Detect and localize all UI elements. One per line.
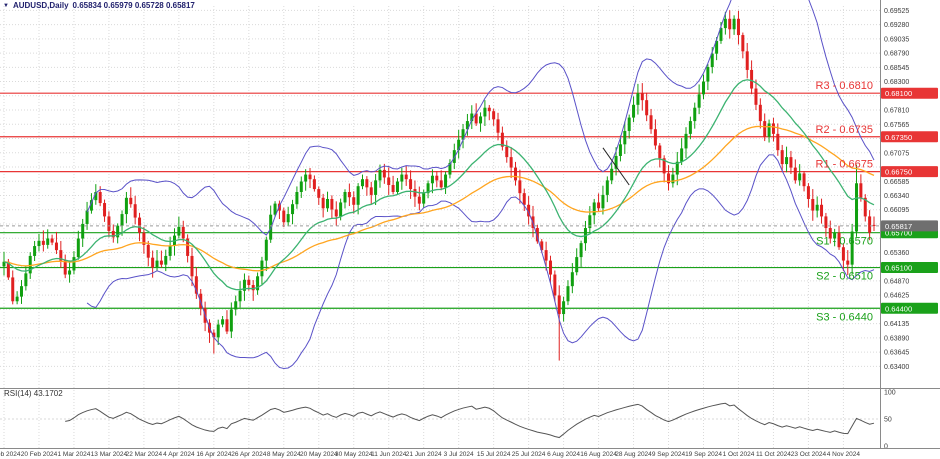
svg-text:S1 - 0.6570: S1 - 0.6570 [816,236,873,248]
support-resistance-lines[interactable] [0,92,880,309]
svg-text:R2 - 0.6735: R2 - 0.6735 [816,124,873,136]
rsi-indicator-label: RSI(14) 43.1702 [4,389,63,398]
svg-text:0.68545: 0.68545 [884,65,909,72]
svg-text:0.68100: 0.68100 [885,89,912,98]
svg-text:20 Feb 2024: 20 Feb 2024 [21,451,58,458]
dropdown-triangle-icon: ▼ [3,2,9,9]
svg-text:0.69280: 0.69280 [884,22,909,29]
svg-text:21 Jun 2024: 21 Jun 2024 [406,451,442,458]
svg-text:28 Aug 2024: 28 Aug 2024 [615,451,652,458]
svg-text:50: 50 [884,417,892,424]
svg-text:11 Oct 2024: 11 Oct 2024 [756,451,791,458]
rsi-axis[interactable]: 100 50 0 [884,390,896,451]
svg-text:0.68790: 0.68790 [884,51,909,58]
level-price-badges: 0.68100 0.67350 0.66750 0.65700 0.65100 0.644… [881,87,938,314]
ohlc-values: 0.65834 0.65979 0.65728 0.65817 [72,1,195,10]
svg-text:3 Jul 2024: 3 Jul 2024 [444,451,474,458]
level-labels: R3 - 0.6810 R2 - 0.6735 R1 - 0.6675 S1 - 0.… [816,80,873,323]
svg-text:0.69525: 0.69525 [884,8,909,15]
svg-text:100: 100 [884,390,896,397]
svg-text:1 Oct 2024: 1 Oct 2024 [723,451,755,458]
svg-text:0.66095: 0.66095 [884,207,909,214]
svg-text:19 Sep 2024: 19 Sep 2024 [685,451,722,458]
fast-ma-line [3,79,875,291]
svg-text:16 Aug 2024: 16 Aug 2024 [580,451,617,458]
candles-layer [2,10,876,361]
svg-text:30 May 2024: 30 May 2024 [335,451,373,458]
svg-text:8 Feb 2024: 8 Feb 2024 [0,451,21,458]
svg-text:16 Apr 2024: 16 Apr 2024 [196,451,231,458]
slow-ma-line [3,125,875,272]
svg-text:0.65100: 0.65100 [885,264,912,273]
svg-text:0.64870: 0.64870 [884,278,909,285]
svg-text:9 Sep 2024: 9 Sep 2024 [652,451,686,458]
svg-text:8 May 2024: 8 May 2024 [267,451,301,458]
svg-text:0.63890: 0.63890 [884,335,909,342]
svg-text:26 Apr 2024: 26 Apr 2024 [231,451,266,458]
svg-text:S3 - 0.6440: S3 - 0.6440 [816,311,873,323]
symbol-timeframe-label: AUDUSD,Daily [12,1,69,10]
svg-text:15 Jul 2024: 15 Jul 2024 [477,451,511,458]
svg-text:1 Mar 2024: 1 Mar 2024 [58,451,91,458]
svg-text:0.63645: 0.63645 [884,350,909,357]
svg-text:0.67350: 0.67350 [885,133,912,142]
svg-text:0.63400: 0.63400 [884,364,909,371]
svg-text:4 Apr 2024: 4 Apr 2024 [163,451,195,458]
svg-text:S2 - 0.6510: S2 - 0.6510 [816,271,873,283]
svg-text:0.67565: 0.67565 [884,122,909,129]
price-axis[interactable]: 0.69525 0.69280 0.69035 0.68790 0.68545 0.683… [884,8,909,371]
svg-text:0: 0 [884,444,888,451]
svg-text:20 May 2024: 20 May 2024 [300,451,338,458]
svg-text:0.65360: 0.65360 [884,250,909,257]
bollinger-lower-band [86,154,875,369]
svg-text:0.66585: 0.66585 [884,179,909,186]
svg-text:0.67810: 0.67810 [884,108,909,115]
svg-text:0.65700: 0.65700 [885,229,912,238]
symbol-ohlc-readout: ▼ AUDUSD,Daily 0.65834 0.65979 0.65728 0… [3,1,195,10]
bollinger-upper-band [86,0,875,236]
svg-text:0.65817: 0.65817 [885,222,912,231]
svg-text:R3 - 0.6810: R3 - 0.6810 [816,80,873,92]
svg-text:0.69035: 0.69035 [884,36,909,43]
svg-text:6 Aug 2024: 6 Aug 2024 [547,451,580,458]
svg-text:0.67075: 0.67075 [884,150,909,157]
svg-text:0.66750: 0.66750 [885,168,912,177]
svg-text:23 Oct 2024: 23 Oct 2024 [791,451,827,458]
svg-text:0.68300: 0.68300 [884,79,909,86]
svg-text:22 Mar 2024: 22 Mar 2024 [126,451,163,458]
svg-text:25 Jul 2024: 25 Jul 2024 [512,451,546,458]
svg-text:0.64625: 0.64625 [884,293,909,300]
svg-text:0.66340: 0.66340 [884,193,909,200]
svg-text:4 Nov 2024: 4 Nov 2024 [827,451,861,458]
rsi-line [65,402,875,439]
svg-text:R1 - 0.6675: R1 - 0.6675 [816,159,873,171]
svg-text:0.64400: 0.64400 [885,304,912,313]
annotations-layer[interactable] [602,147,630,186]
svg-text:0.64135: 0.64135 [884,321,909,328]
svg-text:11 Jun 2024: 11 Jun 2024 [371,451,407,458]
svg-text:13 Mar 2024: 13 Mar 2024 [91,451,128,458]
